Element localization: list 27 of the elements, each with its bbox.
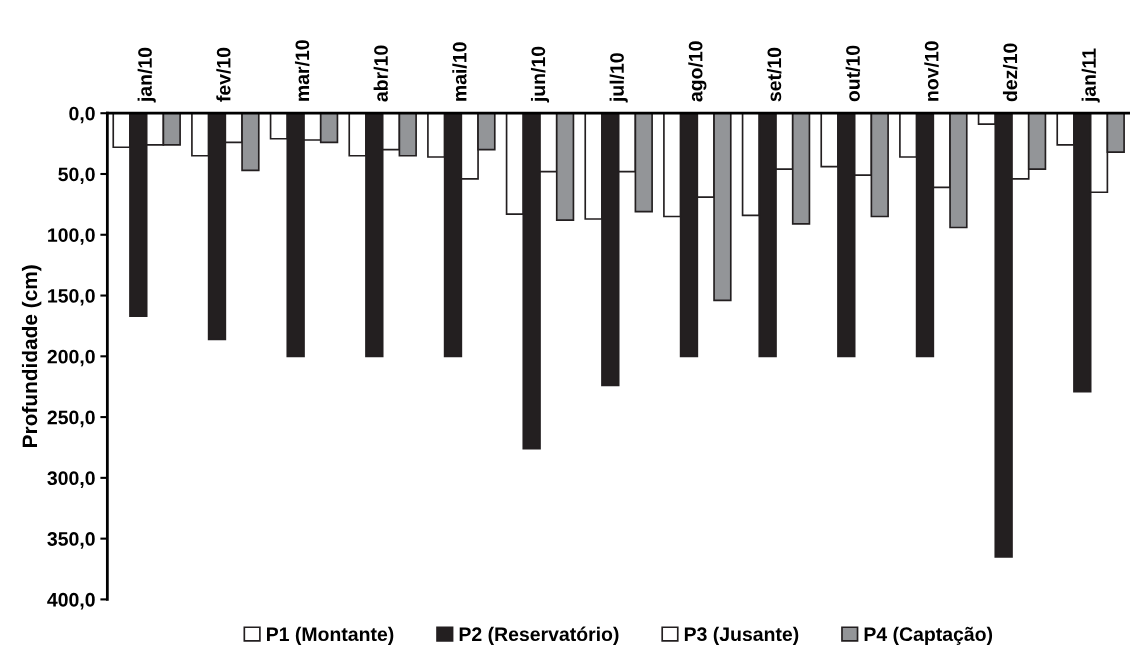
x-tick-label: out/10: [845, 45, 861, 102]
legend-label: P3 (Jusante): [684, 626, 799, 645]
x-tick-label: mar/10: [294, 40, 310, 101]
y-tick-label: 400,0: [47, 592, 95, 610]
y-tick-label: 0,0: [69, 106, 95, 124]
y-tick-label: 350,0: [47, 532, 95, 549]
x-tick-label: jan/10: [137, 47, 156, 103]
x-tick-label: nov/10: [924, 41, 939, 101]
x-tick-label: dez/10: [1002, 43, 1018, 102]
x-tick-label: fev/10: [216, 47, 231, 102]
y-tick-label: 250,0: [47, 410, 95, 428]
x-tick-label: mai/10: [452, 42, 467, 101]
y-tick-label: 200,0: [47, 349, 95, 367]
y-tick-label: 50,0: [58, 167, 95, 185]
x-tick-label: set/10: [766, 47, 782, 102]
x-tick-label: abr/10: [373, 45, 389, 102]
y-tick-label: 300,0: [47, 471, 95, 488]
y-tick-label: 150,0: [48, 289, 95, 306]
x-tick-label: jul/10: [609, 53, 628, 103]
legend-label: P1 (Montante): [267, 626, 394, 645]
legend-label: P2 (Reservatório): [459, 626, 619, 645]
x-tick-label: jan/11: [1081, 48, 1100, 103]
y-tick-label: 100,0: [48, 228, 95, 245]
x-tick-label: ago/10: [688, 41, 707, 102]
y-axis-title: Profundidade (cm): [21, 265, 42, 447]
legend-label: P4 (Captação): [864, 626, 993, 645]
x-tick-label: jun/10: [530, 46, 550, 103]
